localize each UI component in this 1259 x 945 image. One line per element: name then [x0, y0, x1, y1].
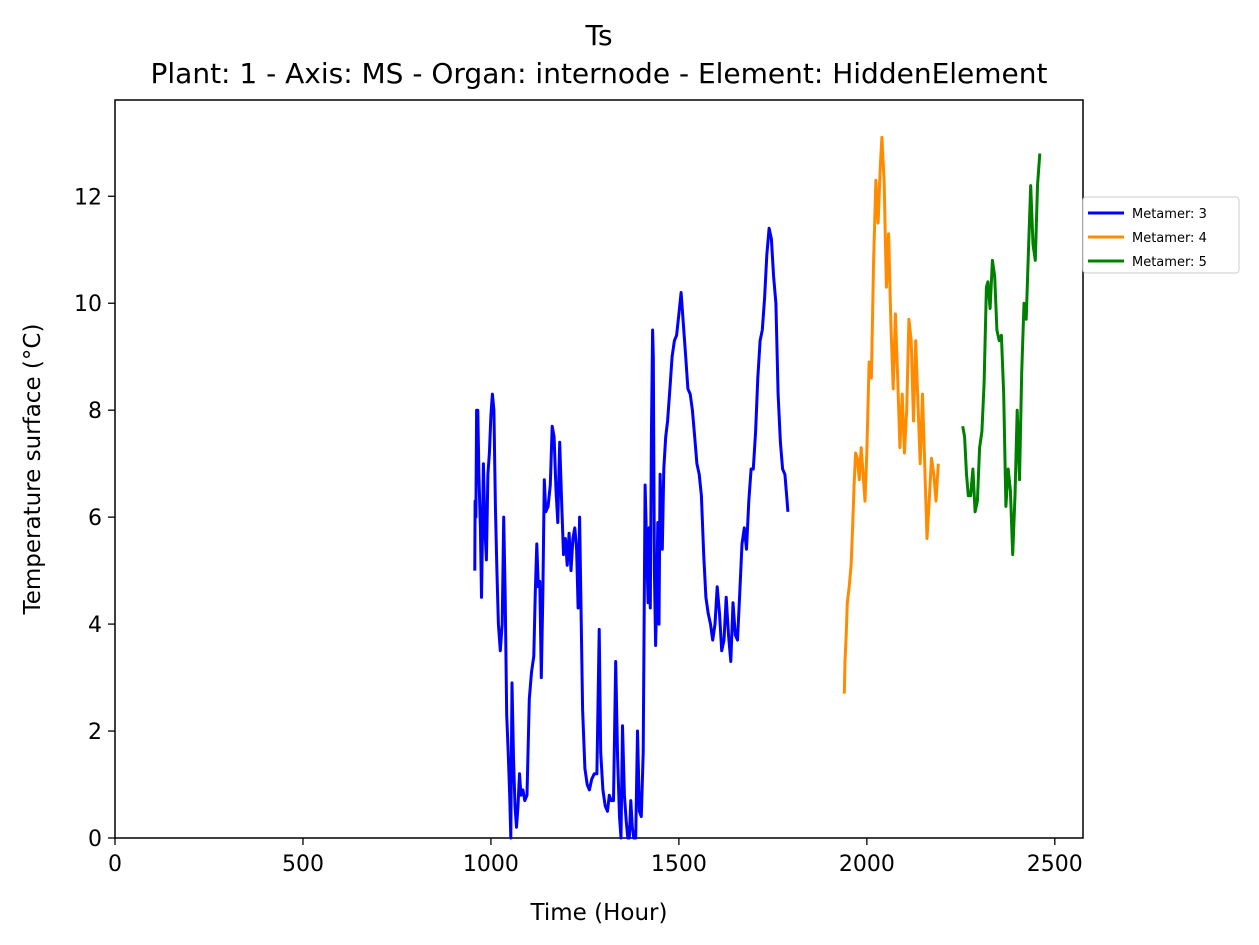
plot-frame [114, 99, 1084, 839]
x-tick-label: 2000 [839, 852, 895, 877]
x-tick-label: 500 [282, 852, 324, 877]
y-tick-label: 12 [74, 185, 102, 210]
chart-subtitle: Plant: 1 - Axis: MS - Organ: internode -… [151, 57, 1048, 90]
x-axis-label: Time (Hour) [530, 900, 668, 926]
y-tick-label: 8 [88, 399, 102, 424]
chart-title: Ts [584, 19, 612, 52]
y-tick-label: 6 [88, 506, 102, 531]
series-line-metamer-4 [842, 135, 940, 694]
plot-area: 0 500 1000 1500 2000 2500 0 2 4 6 8 10 12 [74, 99, 1084, 877]
x-tick-label: 1500 [651, 852, 707, 877]
series-line-metamer-5 [961, 153, 1042, 557]
x-tick-label: 2500 [1027, 852, 1083, 877]
y-tick-label: 0 [88, 827, 102, 852]
y-axis-ticks: 0 2 4 6 8 10 12 [74, 185, 115, 852]
y-tick-label: 10 [74, 292, 102, 317]
x-tick-label: 0 [108, 852, 122, 877]
x-axis-ticks: 0 500 1000 1500 2000 2500 [108, 838, 1083, 877]
x-tick-label: 1000 [463, 852, 519, 877]
y-tick-label: 2 [88, 720, 102, 745]
legend-label: Metamer: 5 [1132, 255, 1207, 270]
series-layer [473, 135, 1042, 840]
series-line-metamer-3 [473, 226, 790, 840]
y-axis-label: Temperature surface (°C) [20, 324, 46, 616]
legend-box [1082, 196, 1240, 274]
legend: Metamer: 3 Metamer: 4 Metamer: 5 [1082, 196, 1240, 274]
legend-label: Metamer: 4 [1132, 231, 1207, 246]
legend-label: Metamer: 3 [1132, 207, 1207, 222]
y-tick-label: 4 [88, 613, 102, 638]
